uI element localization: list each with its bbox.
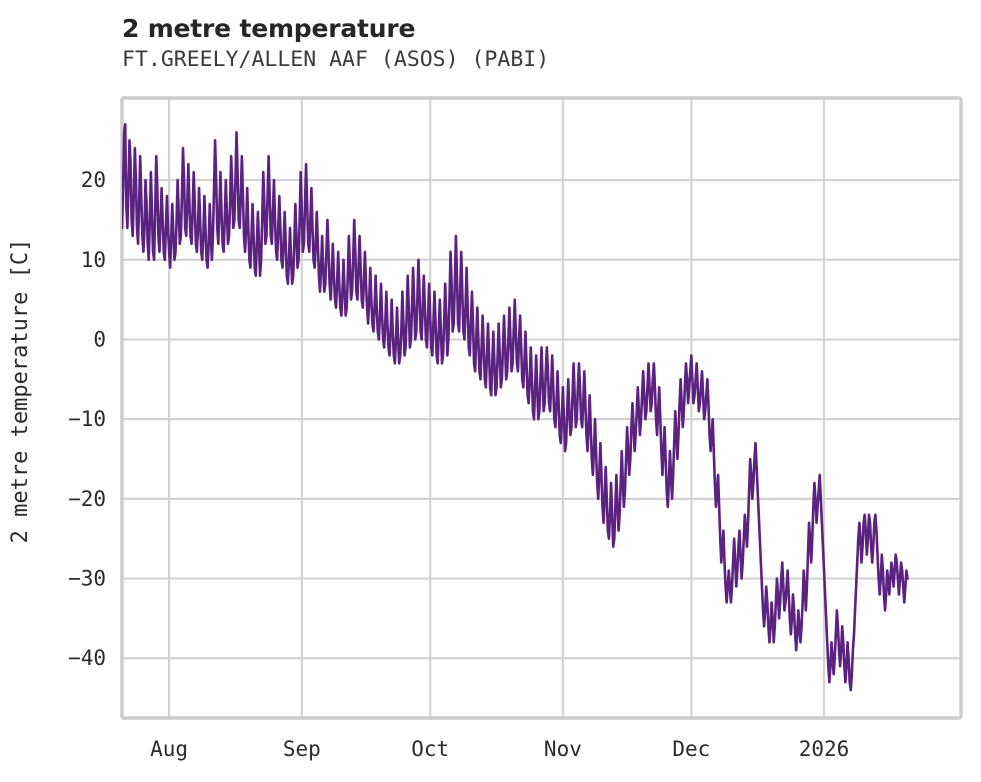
plot-frame: [120, 96, 963, 720]
chart-title: 2 metre temperature: [122, 14, 416, 43]
y-tick-label-0: 20: [81, 168, 106, 192]
y-tick-label-5: −30: [68, 567, 106, 591]
x-tick-label-0: Aug: [150, 737, 188, 761]
x-tick-label-1: Sep: [283, 737, 321, 761]
y-tick-label-1: 10: [81, 248, 106, 272]
title-block: 2 metre temperature FT.GREELY/ALLEN AAF …: [122, 14, 822, 74]
x-tick-label-5: 2026: [799, 737, 850, 761]
x-tick-label-3: Nov: [544, 737, 582, 761]
x-tick-label-4: Dec: [672, 737, 710, 761]
y-tick-label-3: −10: [68, 407, 106, 431]
y-tick-label-2: 0: [93, 327, 106, 351]
x-tick-label-2: Oct: [411, 737, 449, 761]
data-line-2-metre-temperature: [122, 123, 909, 692]
chart-subtitle: FT.GREELY/ALLEN AAF (ASOS) (PABI): [122, 47, 550, 72]
series-layer: [122, 123, 909, 692]
y-tick-label-6: −40: [68, 646, 106, 670]
y-axis-tick-labels: 20 10 0 −10 −20 −30 −40: [68, 168, 106, 670]
y-tick-label-4: −20: [68, 487, 106, 511]
x-axis-tick-labels: Aug Sep Oct Nov Dec 2026: [150, 737, 849, 761]
